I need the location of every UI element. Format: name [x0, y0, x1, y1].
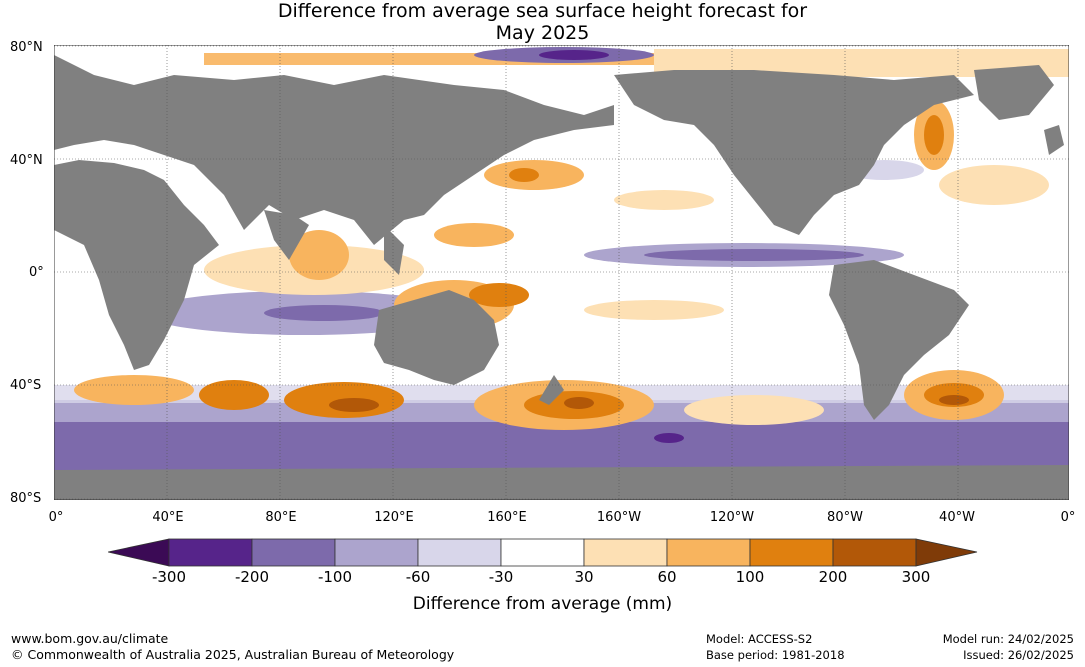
model-run-date: Model run: 24/02/2025: [942, 632, 1074, 646]
colorbar-swatch: [583, 538, 668, 567]
colorbar-tick-label: 30: [574, 568, 594, 586]
colorbar-title: Difference from average (mm): [412, 594, 673, 614]
model-name: Model: ACCESS-S2: [706, 632, 813, 646]
colorbar-swatch-max: [915, 538, 978, 567]
issued-date: Issued: 26/02/2025: [963, 648, 1074, 662]
colorbar-tick-label: 200: [818, 568, 848, 586]
colorbar-tick-label: 100: [735, 568, 765, 586]
lon-label-40e: 40°E: [152, 510, 184, 525]
colorbar-swatch: [666, 538, 751, 567]
lon-label-0-right: 0°: [1060, 510, 1076, 525]
lon-label-120e: 120°E: [374, 510, 414, 525]
lon-label-80e: 80°E: [265, 510, 297, 525]
colorbar-swatch: [168, 538, 253, 567]
lon-label-0-left: 0°: [48, 510, 64, 525]
base-period: Base period: 1981-2018: [706, 648, 845, 662]
colorbar-swatch: [417, 538, 502, 567]
colorbar-tick-label: -60: [405, 568, 431, 586]
colorbar-swatch: [251, 538, 336, 567]
lon-label-120w: 120°W: [709, 510, 755, 525]
lon-label-40w: 40°W: [939, 510, 975, 525]
colorbar-tick-label: -200: [234, 568, 270, 586]
colorbar-swatch: [832, 538, 917, 567]
map-title-line1: Difference from average sea surface heig…: [277, 0, 808, 22]
colorbar: [108, 538, 978, 567]
lon-label-160e: 160°E: [487, 510, 527, 525]
website-link[interactable]: www.bom.gov.au/climate: [11, 631, 169, 646]
lat-label-40s: 40°S: [10, 378, 42, 393]
colorbar-swatch: [500, 538, 585, 567]
copyright-text: © Commonwealth of Australia 2025, Austra…: [11, 647, 455, 662]
lat-label-40n: 40°N: [10, 153, 43, 168]
lon-label-160w: 160°W: [596, 510, 642, 525]
lat-label-0: 0°: [29, 265, 44, 280]
colorbar-tick-label: -100: [317, 568, 353, 586]
colorbar-tick-label: -30: [488, 568, 514, 586]
map-title-line2: May 2025: [495, 22, 590, 44]
colorbar-tick-label: -300: [151, 568, 187, 586]
colorbar-swatch: [749, 538, 834, 567]
colorbar-tick-label: 300: [901, 568, 931, 586]
lat-label-80n: 80°N: [10, 40, 43, 55]
colorbar-tick-label: 60: [657, 568, 677, 586]
lon-label-80w: 80°W: [827, 510, 863, 525]
sea-surface-height-map: [54, 45, 1069, 500]
lat-label-80s: 80°S: [10, 491, 42, 506]
colorbar-swatch-min: [108, 538, 170, 567]
colorbar-swatch: [334, 538, 419, 567]
